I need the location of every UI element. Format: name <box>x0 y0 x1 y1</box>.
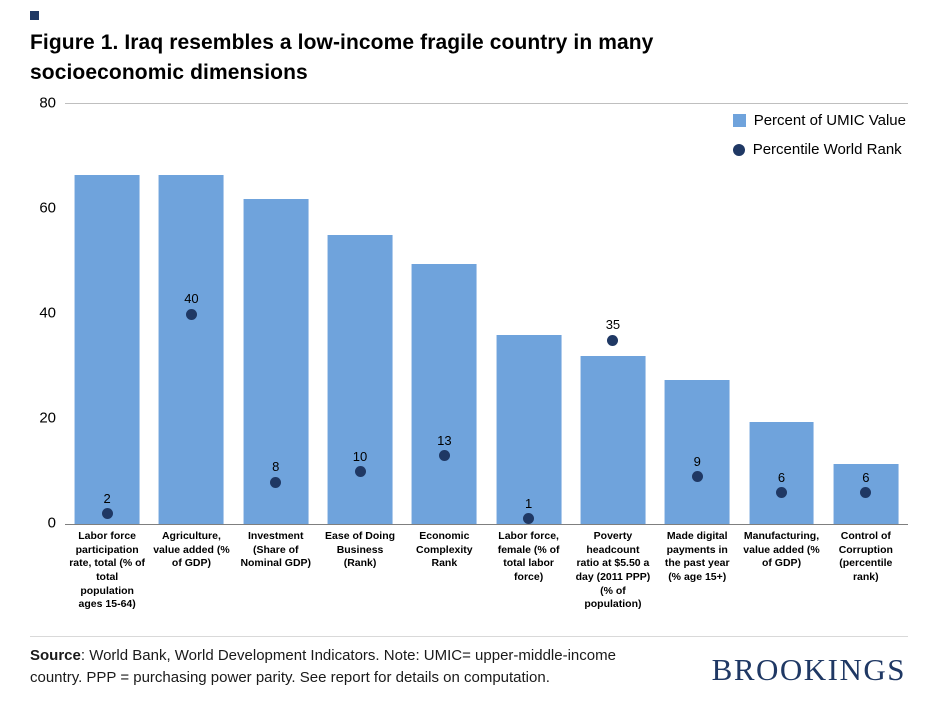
x-axis-label: Control of Corruption (percentile rank) <box>838 530 893 583</box>
world-rank-dot <box>523 513 535 525</box>
x-axis-label: Agriculture, value added (% of GDP) <box>153 530 230 570</box>
world-rank-dot <box>691 471 703 483</box>
world-rank-value-label: 1 <box>525 495 533 511</box>
x-axis-label: Manufacturing, value added (% of GDP) <box>743 530 820 570</box>
world-rank-value-label: 10 <box>352 448 368 464</box>
umic-value-bar <box>411 264 477 524</box>
bar-column: 10 <box>318 104 402 524</box>
world-rank-dot <box>860 487 872 498</box>
legend-item-bar: Percent of UMIC Value <box>732 112 906 129</box>
world-rank-dot <box>101 508 113 519</box>
figure-title: Figure 1. Iraq resembles a low-income fr… <box>30 31 654 85</box>
world-rank-value-label: 6 <box>777 469 786 485</box>
umic-value-bar <box>74 174 140 524</box>
y-axis: 0 20 40 60 80 <box>28 95 65 532</box>
x-axis-label: Ease of Doing Business (Rank) <box>325 530 396 570</box>
source-note: Source: World Bank, World Development In… <box>30 645 630 689</box>
bar-column: 2 <box>65 104 149 524</box>
world-rank-value-label: 40 <box>184 291 199 306</box>
x-axis-label: Labor force participation rate, total (%… <box>69 530 146 611</box>
x-axis-spacer <box>28 525 65 612</box>
bar-column: 35 <box>571 104 655 524</box>
legend-dot-label: Percentile World Rank <box>752 141 902 158</box>
bar-column: 6 <box>739 104 823 524</box>
y-tick-label: 0 <box>47 514 56 532</box>
umic-value-bar <box>158 174 224 524</box>
bar-column: 1 <box>486 104 570 525</box>
source-text: : World Bank, World Development Indicato… <box>30 647 616 686</box>
umic-value-bar <box>749 421 814 524</box>
figure-header: Figure 1. Iraq resembles a low-income fr… <box>30 11 906 89</box>
world-rank-dot <box>354 466 366 477</box>
x-axis-labels: Labor force participation rate, total (%… <box>65 525 908 612</box>
plot-area: Percent of UMIC Value Percentile World R… <box>65 103 908 525</box>
y-tick-label: 80 <box>39 94 56 112</box>
x-axis-label: Labor force, female (% of total labor fo… <box>497 530 560 583</box>
x-axis-label: Economic Complexity Rank <box>416 530 473 570</box>
brookings-logo: BROOKINGS <box>711 652 906 687</box>
bar-series-swatch-icon <box>732 114 746 127</box>
world-rank-dot <box>270 476 282 488</box>
source-label: Source <box>30 647 81 664</box>
world-rank-value-label: 6 <box>862 469 870 485</box>
world-rank-dot <box>607 334 619 346</box>
x-axis-label: Poverty headcount ratio at $5.50 a day (… <box>575 530 651 611</box>
figure-bullet-icon <box>30 11 39 20</box>
bar-column: 40 <box>149 104 233 524</box>
bar-column: 13 <box>402 104 486 524</box>
x-axis-label: Made digital payments in the past year (… <box>664 530 730 583</box>
legend-bar-label: Percent of UMIC Value <box>753 112 906 129</box>
y-tick-label: 40 <box>39 304 56 322</box>
bar-column: 8 <box>234 104 318 524</box>
umic-value-bar <box>327 235 393 524</box>
y-tick-label: 60 <box>39 199 56 217</box>
world-rank-dot <box>185 308 197 320</box>
world-rank-value-label: 2 <box>103 490 111 506</box>
world-rank-dot <box>438 450 450 462</box>
legend-item-dot: Percentile World Rank <box>732 141 902 158</box>
bar-column: 6 <box>824 104 908 524</box>
bar-column: 9 <box>655 104 739 524</box>
world-rank-dot <box>776 487 788 498</box>
umic-value-bar <box>580 356 646 524</box>
world-rank-value-label: 9 <box>693 453 701 469</box>
umic-value-bar <box>496 335 562 524</box>
umic-value-bar <box>243 198 309 524</box>
figure-footer: Source: World Bank, World Development In… <box>30 636 908 689</box>
umic-value-bar <box>664 379 730 524</box>
legend: Percent of UMIC Value Percentile World R… <box>732 112 906 158</box>
world-rank-value-label: 8 <box>272 459 280 474</box>
world-rank-value-label: 13 <box>437 432 452 448</box>
dot-series-swatch-icon <box>732 143 745 156</box>
x-axis-label: Investment (Share of Nominal GDP) <box>240 530 312 570</box>
world-rank-value-label: 35 <box>605 317 621 333</box>
y-tick-label: 20 <box>39 409 56 427</box>
chart: 0 20 40 60 80 Percent of UMIC Value Percenti… <box>28 95 908 612</box>
